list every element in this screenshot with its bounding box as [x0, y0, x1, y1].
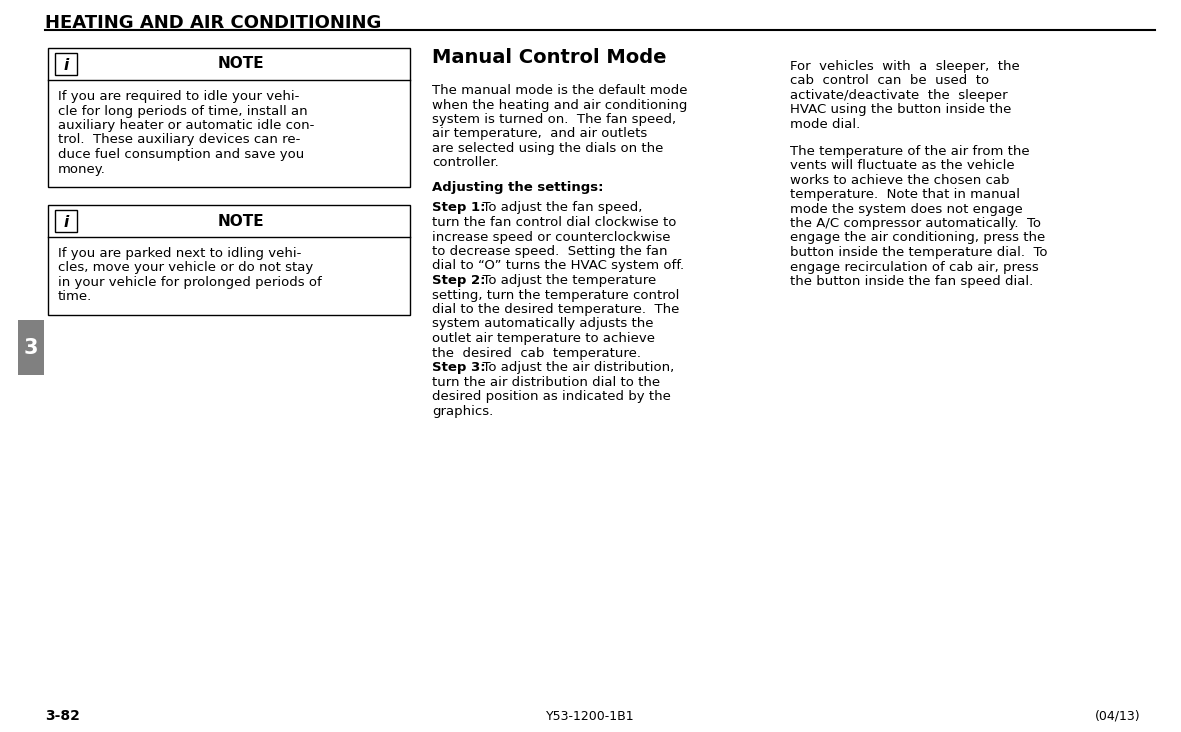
Text: works to achieve the chosen cab: works to achieve the chosen cab: [790, 173, 1010, 187]
Text: If you are required to idle your vehi-: If you are required to idle your vehi-: [58, 90, 299, 103]
Text: The temperature of the air from the: The temperature of the air from the: [790, 144, 1030, 157]
Text: graphics.: graphics.: [432, 405, 494, 417]
Text: engage the air conditioning, press the: engage the air conditioning, press the: [790, 231, 1045, 244]
Text: To adjust the temperature: To adjust the temperature: [474, 274, 657, 287]
Text: controller.: controller.: [432, 157, 498, 170]
Text: turn the fan control dial clockwise to: turn the fan control dial clockwise to: [432, 216, 677, 229]
Text: to decrease speed.  Setting the fan: to decrease speed. Setting the fan: [432, 245, 667, 258]
Text: Manual Control Mode: Manual Control Mode: [432, 48, 666, 67]
Bar: [18, 320, 44, 375]
Text: activate/deactivate  the  sleeper: activate/deactivate the sleeper: [790, 89, 1007, 102]
Text: the  desired  cab  temperature.: the desired cab temperature.: [432, 346, 641, 359]
Text: the A/C compressor automatically.  To: the A/C compressor automatically. To: [790, 217, 1040, 230]
Text: HEATING AND AIR CONDITIONING: HEATING AND AIR CONDITIONING: [45, 14, 381, 32]
Bar: [48, 205, 410, 315]
Text: i: i: [64, 58, 68, 73]
Text: setting, turn the temperature control: setting, turn the temperature control: [432, 288, 679, 302]
Text: dial to the desired temperature.  The: dial to the desired temperature. The: [432, 303, 679, 316]
Text: button inside the temperature dial.  To: button inside the temperature dial. To: [790, 246, 1048, 259]
Text: Y53-1200-1B1: Y53-1200-1B1: [546, 709, 634, 722]
Text: outlet air temperature to achieve: outlet air temperature to achieve: [432, 332, 655, 345]
Text: turn the air distribution dial to the: turn the air distribution dial to the: [432, 376, 660, 389]
Text: Adjusting the settings:: Adjusting the settings:: [432, 181, 603, 194]
Text: vents will fluctuate as the vehicle: vents will fluctuate as the vehicle: [790, 159, 1014, 172]
Text: If you are parked next to idling vehi-: If you are parked next to idling vehi-: [58, 247, 301, 260]
Bar: [56, 210, 77, 232]
Text: the button inside the fan speed dial.: the button inside the fan speed dial.: [790, 275, 1033, 288]
Text: increase speed or counterclockwise: increase speed or counterclockwise: [432, 231, 671, 244]
Text: Step 3:: Step 3:: [432, 361, 485, 374]
Text: air temperature,  and air outlets: air temperature, and air outlets: [432, 127, 647, 141]
Text: NOTE: NOTE: [217, 214, 265, 228]
Text: time.: time.: [58, 291, 92, 304]
Bar: [48, 48, 410, 187]
Text: To adjust the fan speed,: To adjust the fan speed,: [474, 201, 642, 214]
Text: auxiliary heater or automatic idle con-: auxiliary heater or automatic idle con-: [58, 119, 314, 132]
Text: Step 2:: Step 2:: [432, 274, 485, 287]
Text: (04/13): (04/13): [1095, 709, 1140, 722]
Text: cle for long periods of time, install an: cle for long periods of time, install an: [58, 105, 307, 118]
Text: when the heating and air conditioning: when the heating and air conditioning: [432, 99, 687, 111]
Text: temperature.  Note that in manual: temperature. Note that in manual: [790, 188, 1020, 201]
Text: money.: money.: [58, 163, 106, 176]
Bar: [56, 53, 77, 75]
Text: cles, move your vehicle or do not stay: cles, move your vehicle or do not stay: [58, 261, 313, 274]
Text: i: i: [64, 215, 68, 230]
Text: mode dial.: mode dial.: [790, 118, 860, 131]
Text: 3: 3: [24, 338, 38, 358]
Text: dial to “O” turns the HVAC system off.: dial to “O” turns the HVAC system off.: [432, 260, 684, 272]
Text: engage recirculation of cab air, press: engage recirculation of cab air, press: [790, 261, 1039, 274]
Text: are selected using the dials on the: are selected using the dials on the: [432, 142, 664, 155]
Text: NOTE: NOTE: [217, 56, 265, 72]
Text: mode the system does not engage: mode the system does not engage: [790, 203, 1023, 215]
Text: Step 1:: Step 1:: [432, 201, 485, 214]
Text: cab  control  can  be  used  to: cab control can be used to: [790, 75, 990, 88]
Text: 3-82: 3-82: [45, 709, 80, 723]
Text: For  vehicles  with  a  sleeper,  the: For vehicles with a sleeper, the: [790, 60, 1019, 73]
Text: duce fuel consumption and save you: duce fuel consumption and save you: [58, 148, 305, 161]
Text: To adjust the air distribution,: To adjust the air distribution,: [474, 361, 674, 374]
Text: system automatically adjusts the: system automatically adjusts the: [432, 318, 653, 331]
Text: trol.  These auxiliary devices can re-: trol. These auxiliary devices can re-: [58, 133, 300, 146]
Text: system is turned on.  The fan speed,: system is turned on. The fan speed,: [432, 113, 677, 126]
Text: in your vehicle for prolonged periods of: in your vehicle for prolonged periods of: [58, 276, 321, 289]
Text: The manual mode is the default mode: The manual mode is the default mode: [432, 84, 687, 97]
Text: desired position as indicated by the: desired position as indicated by the: [432, 390, 671, 403]
Text: HVAC using the button inside the: HVAC using the button inside the: [790, 103, 1011, 116]
